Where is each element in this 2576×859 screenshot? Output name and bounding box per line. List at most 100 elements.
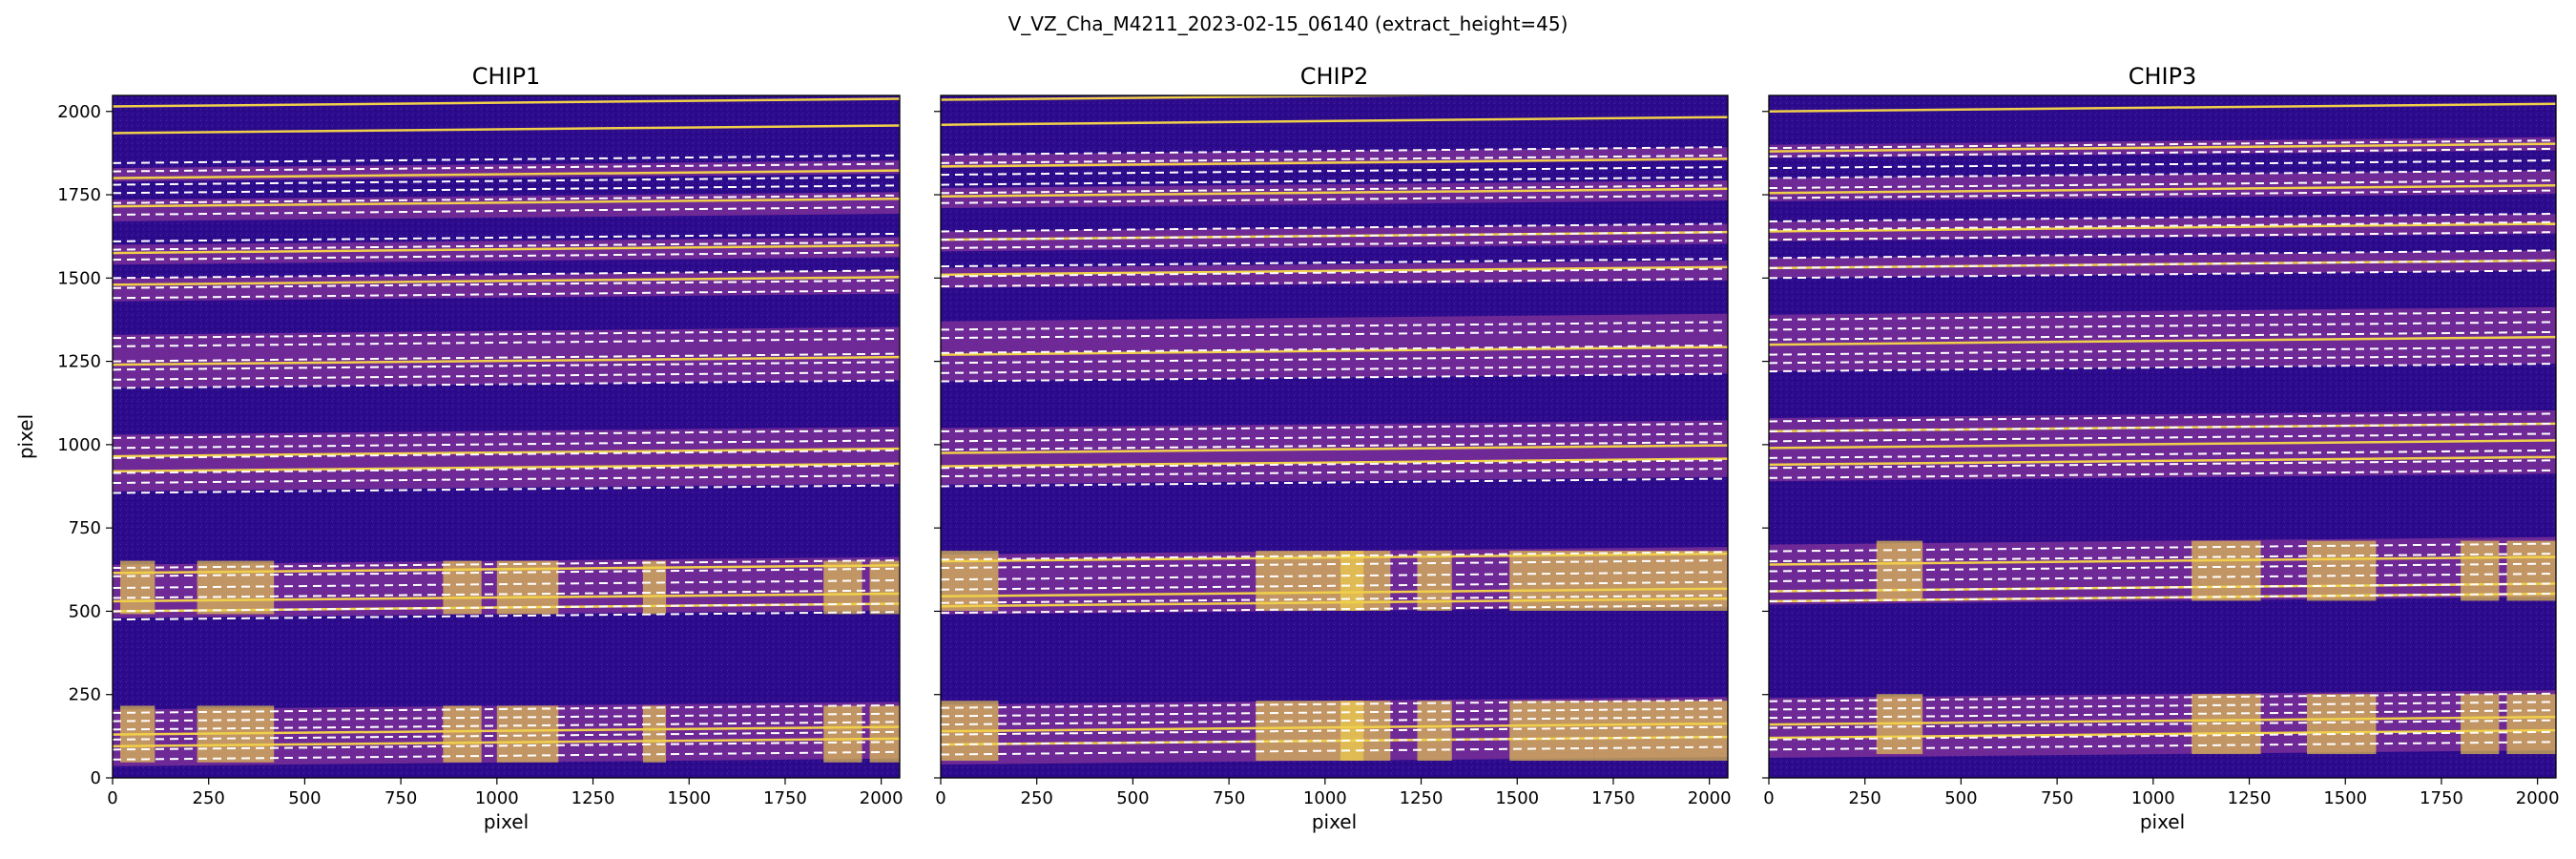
extraction-line bbox=[1769, 719, 2556, 729]
hot-region bbox=[2461, 540, 2500, 601]
heatmap-image bbox=[1769, 95, 2556, 778]
extraction-line bbox=[941, 699, 1728, 709]
extraction-line bbox=[1769, 741, 2556, 751]
extraction-line bbox=[1769, 432, 2556, 443]
extraction-line bbox=[941, 725, 1728, 736]
x-tick-label: 1750 bbox=[763, 788, 807, 808]
hot-region bbox=[496, 705, 559, 763]
extraction-line bbox=[941, 176, 1728, 186]
trace-line bbox=[941, 597, 1728, 608]
extraction-line bbox=[941, 321, 1728, 331]
extraction-line bbox=[941, 354, 1728, 365]
figure-suptitle: V_VZ_Cha_M4211_2023-02-15_06140 (extract… bbox=[1008, 12, 1568, 35]
extraction-line bbox=[1769, 592, 2556, 602]
extraction-line bbox=[941, 559, 1728, 570]
trace-line bbox=[113, 737, 900, 748]
x-tick-label: 1000 bbox=[2131, 788, 2175, 808]
x-tick-label: 2000 bbox=[860, 788, 904, 808]
extraction-line bbox=[941, 459, 1728, 470]
hot-region bbox=[2461, 694, 2500, 755]
panel-title: CHIP2 bbox=[1300, 63, 1369, 90]
x-tick-label: 1250 bbox=[1400, 788, 1444, 808]
extraction-line bbox=[1769, 321, 2556, 331]
trace-line bbox=[941, 444, 1728, 454]
extraction-line bbox=[941, 736, 1728, 746]
extraction-line bbox=[1769, 542, 2556, 553]
trace-line bbox=[1769, 439, 2556, 450]
trace-line bbox=[1769, 715, 2556, 726]
extraction-line bbox=[113, 232, 900, 242]
extraction-line bbox=[941, 571, 1728, 581]
extraction-line bbox=[941, 239, 1728, 249]
x-tick-label: 0 bbox=[107, 788, 117, 808]
x-tick-label: 500 bbox=[288, 788, 321, 808]
extraction-line bbox=[113, 279, 900, 289]
x-tick-label: 2000 bbox=[2516, 788, 2560, 808]
extraction-line bbox=[941, 344, 1728, 354]
heatmap-image bbox=[113, 95, 900, 778]
panel-chip2: CHIP2 pixel 0 250 500 750 1000 1250 1500 1750 20… bbox=[934, 63, 1732, 833]
trace-line bbox=[1769, 555, 2556, 566]
trace-line bbox=[113, 564, 900, 575]
x-tick-label: 250 bbox=[1849, 788, 1881, 808]
x-tick-label: 750 bbox=[1213, 788, 1245, 808]
x-tick-label: 0 bbox=[1763, 788, 1774, 808]
hot-region bbox=[2506, 540, 2556, 601]
trace-line bbox=[113, 97, 900, 108]
panel-title: CHIP1 bbox=[472, 63, 541, 90]
extraction-line bbox=[1769, 189, 2556, 199]
extraction-line bbox=[113, 241, 900, 251]
extraction-line bbox=[113, 361, 900, 371]
x-tick-label: 1250 bbox=[571, 788, 615, 808]
extraction-line bbox=[1769, 249, 2556, 260]
hot-region bbox=[1593, 701, 1728, 762]
extraction-line bbox=[113, 464, 900, 474]
extraction-line bbox=[113, 741, 900, 751]
trace-line bbox=[113, 725, 900, 736]
extraction-line bbox=[1769, 330, 2556, 341]
hot-region bbox=[443, 705, 482, 763]
x-tick-label: 250 bbox=[193, 788, 225, 808]
trace-line bbox=[941, 346, 1728, 356]
extraction-line bbox=[941, 231, 1728, 241]
extraction-line bbox=[941, 432, 1728, 443]
extraction-line bbox=[1769, 422, 2556, 432]
extraction-line bbox=[1769, 363, 2556, 373]
extraction-line bbox=[113, 750, 900, 761]
x-tick-label: 500 bbox=[1944, 788, 1977, 808]
y-tick-label: 0 bbox=[91, 768, 101, 788]
extraction-line bbox=[1769, 231, 2556, 241]
extraction-line bbox=[113, 567, 900, 577]
extraction-line bbox=[1769, 553, 2556, 563]
extraction-line bbox=[1769, 346, 2556, 356]
extraction-line bbox=[1769, 310, 2556, 321]
extraction-line bbox=[941, 477, 1728, 488]
y-tick-label: 500 bbox=[69, 601, 101, 621]
trace-line bbox=[1769, 335, 2556, 346]
trace-line bbox=[941, 457, 1728, 468]
panel-chip1: CHIP1 pixel pixel 0 250 500 750 1000 1250 1500… bbox=[14, 63, 904, 833]
extraction-line bbox=[113, 449, 900, 459]
extraction-line bbox=[941, 745, 1728, 756]
x-axis-label: pixel bbox=[1312, 810, 1357, 833]
heatmap-image bbox=[941, 95, 1728, 778]
y-tick-label: 2000 bbox=[57, 102, 101, 122]
extraction-line bbox=[1769, 179, 2556, 190]
trace-line bbox=[941, 722, 1728, 733]
trace-line bbox=[1769, 455, 2556, 467]
extraction-line bbox=[113, 337, 900, 347]
extraction-line bbox=[113, 289, 900, 300]
extraction-line bbox=[1769, 139, 2556, 150]
extraction-line bbox=[941, 716, 1728, 726]
x-tick-label: 1500 bbox=[1495, 788, 1539, 808]
extraction-line bbox=[113, 484, 900, 494]
x-tick-label: 250 bbox=[1021, 788, 1053, 808]
trace-line bbox=[1769, 222, 2556, 233]
hot-region bbox=[1340, 551, 1364, 611]
order-band bbox=[941, 147, 1728, 169]
order-band bbox=[113, 192, 900, 221]
extraction-line bbox=[941, 441, 1728, 451]
extraction-line bbox=[1769, 212, 2556, 222]
x-tick-label: 1250 bbox=[2228, 788, 2272, 808]
trace-line bbox=[1769, 728, 2556, 740]
